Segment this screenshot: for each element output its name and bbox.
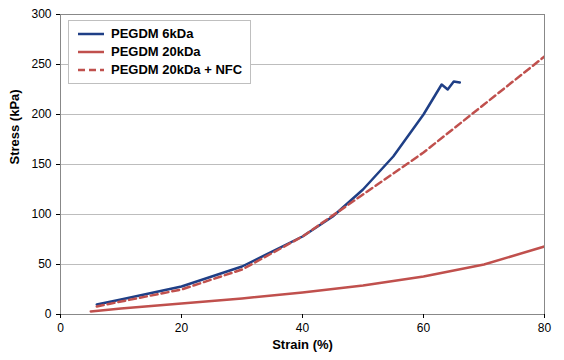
svg-text:20: 20 xyxy=(175,321,189,335)
svg-text:100: 100 xyxy=(31,207,51,221)
svg-text:0: 0 xyxy=(57,321,64,335)
svg-text:40: 40 xyxy=(296,321,310,335)
svg-text:150: 150 xyxy=(31,157,51,171)
svg-text:200: 200 xyxy=(31,107,51,121)
svg-text:60: 60 xyxy=(417,321,431,335)
html-text:PEGDM 20kDa: PEGDM 20kDa xyxy=(111,44,201,59)
svg-text:Strain (%): Strain (%) xyxy=(272,337,333,352)
svg-text:80: 80 xyxy=(538,321,552,335)
svg-text:0: 0 xyxy=(45,307,52,321)
html-text:PEGDM 6kDa: PEGDM 6kDa xyxy=(111,26,194,41)
svg-text:300: 300 xyxy=(31,7,51,21)
html-text:PEGDM 20kDa + NFC: PEGDM 20kDa + NFC xyxy=(111,62,243,77)
svg-text:Stress (kPa): Stress (kPa) xyxy=(7,89,22,164)
svg-text:250: 250 xyxy=(31,57,51,71)
svg-text:50: 50 xyxy=(38,257,52,271)
